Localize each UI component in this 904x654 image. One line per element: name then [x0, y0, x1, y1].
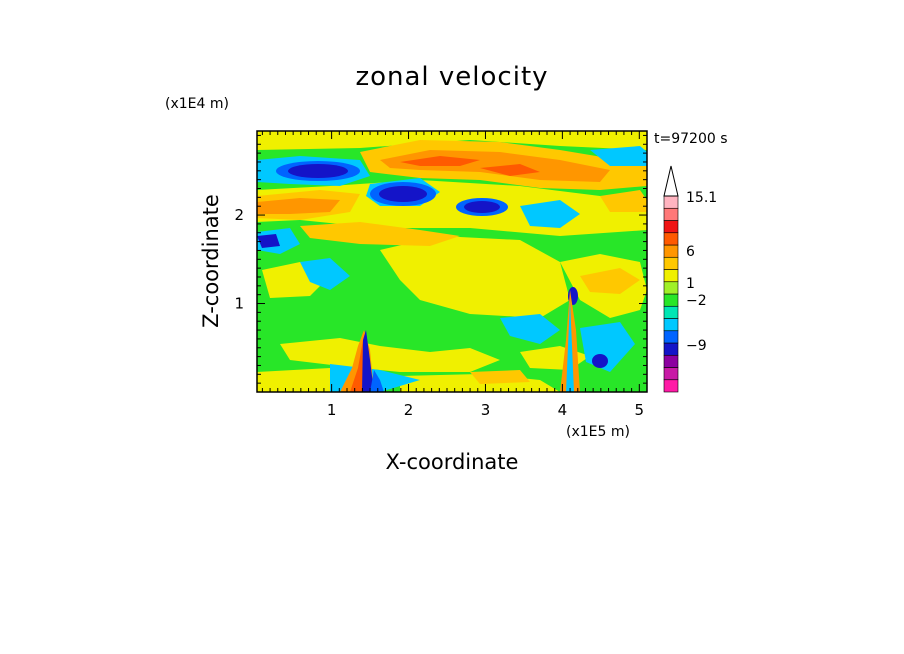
field-region — [520, 200, 580, 228]
field-region — [590, 146, 647, 166]
field-region — [379, 186, 427, 202]
y-axis-label: Z-coordinate — [199, 194, 223, 328]
colorbar-swatch — [663, 220, 679, 234]
x-axis-ticks: 1 2 3 4 5 — [261, 131, 648, 419]
plot-frame — [256, 130, 648, 393]
field-region — [288, 164, 348, 178]
x-tick-label: 5 — [635, 401, 645, 419]
x-tick-label: 3 — [481, 401, 491, 419]
field-region — [257, 131, 647, 150]
field-region — [500, 314, 560, 344]
field-region — [464, 201, 500, 213]
colorbar-swatch — [663, 293, 679, 307]
colorbar-swatch — [663, 379, 679, 393]
time-label: t=97200 s — [654, 131, 728, 147]
y-axis-unit: (x1E4 m) — [165, 96, 229, 112]
field-region — [600, 190, 647, 212]
field-region — [592, 354, 608, 368]
colorbar-swatch — [663, 354, 679, 368]
colorbar-swatch — [663, 367, 679, 381]
field-region — [257, 228, 300, 254]
colorbar-swatch — [663, 195, 679, 209]
field-region — [566, 300, 574, 392]
y-axis-ticks: 12 — [234, 134, 647, 384]
field-region — [257, 198, 340, 214]
colorbar-swatch — [663, 269, 679, 283]
colorbar-swatch — [663, 281, 679, 295]
x-tick-label: 1 — [327, 401, 337, 419]
colorbar-arrow — [663, 165, 679, 197]
colorbar-swatch — [663, 305, 679, 319]
field-region — [257, 234, 280, 248]
field-region — [400, 156, 480, 166]
field-region — [470, 370, 530, 384]
heatmap-field — [257, 131, 647, 392]
colorbar-label: 6 — [686, 244, 695, 260]
field-region — [380, 236, 570, 318]
y-tick-label: 1 — [234, 295, 244, 313]
x-axis-unit: (x1E5 m) — [566, 424, 630, 440]
colorbar-label: 1 — [686, 276, 695, 292]
colorbar-swatch — [663, 256, 679, 270]
colorbar-swatch — [663, 342, 679, 356]
x-axis-label: X-coordinate — [386, 450, 519, 474]
chart-title: zonal velocity — [355, 62, 548, 92]
field-region — [580, 268, 640, 294]
colorbar-label: −9 — [686, 338, 707, 354]
field-region — [257, 368, 340, 392]
x-tick-label: 4 — [558, 401, 568, 419]
field-region — [300, 222, 460, 246]
colorbar-label: −2 — [686, 293, 707, 309]
x-tick-label: 2 — [404, 401, 414, 419]
colorbar-label: 15.1 — [686, 190, 717, 206]
field-region — [362, 330, 374, 392]
colorbar-swatch — [663, 318, 679, 332]
field-region — [480, 164, 540, 176]
field-region — [370, 370, 384, 392]
colorbar-swatch — [663, 232, 679, 246]
y-tick-label: 2 — [234, 206, 244, 224]
colorbar-swatch — [663, 330, 679, 344]
colorbar-swatch — [663, 244, 679, 258]
field-region — [280, 338, 500, 372]
colorbar: 15.1 6 1−2 −9 — [663, 165, 717, 393]
colorbar-swatch — [663, 207, 679, 221]
field-region — [300, 258, 350, 290]
